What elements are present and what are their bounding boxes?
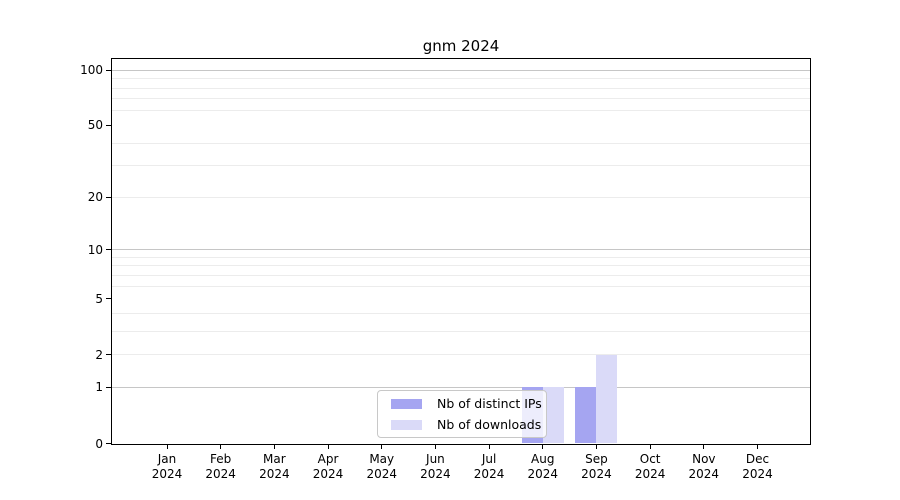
y-major-gridline xyxy=(112,69,810,71)
x-tick-mark xyxy=(381,444,383,449)
y-tick-label: 2 xyxy=(95,347,103,362)
x-tick-mark xyxy=(595,444,597,449)
y-minor-gridline xyxy=(112,78,810,80)
y-minor-gridline xyxy=(112,265,810,267)
bar-downloads-sep xyxy=(596,354,618,444)
x-tick-label: Apr 2024 xyxy=(312,452,344,481)
x-tick-mark xyxy=(488,444,490,449)
y-tick-mark xyxy=(106,354,112,356)
y-tick-mark xyxy=(106,298,112,300)
y-tick-mark xyxy=(106,386,112,388)
y-minor-gridline xyxy=(112,312,810,314)
x-tick-label: Jun 2024 xyxy=(420,452,451,481)
y-tick-mark xyxy=(106,69,112,71)
legend-swatch-distinct-ips xyxy=(391,398,422,409)
x-tick-mark xyxy=(649,444,651,449)
x-tick-mark xyxy=(434,444,436,449)
y-minor-gridline xyxy=(112,285,810,287)
y-tick-label: 20 xyxy=(87,190,103,205)
x-tick-label: Dec 2024 xyxy=(742,452,773,481)
chart-title: gnm 2024 xyxy=(422,37,500,55)
x-tick-label: Aug 2024 xyxy=(527,452,559,481)
bar-downloads-aug xyxy=(542,387,564,444)
y-major-gridline xyxy=(112,249,810,251)
x-tick-mark xyxy=(542,444,544,449)
legend-item-distinct-ips: Nb of distinct IPs xyxy=(391,396,546,412)
y-minor-gridline xyxy=(112,274,810,276)
x-tick-mark xyxy=(273,444,275,449)
y-minor-gridline xyxy=(112,110,810,112)
legend-label-downloads: Nb of downloads xyxy=(437,417,542,432)
x-tick-mark xyxy=(166,444,168,449)
y-tick-mark xyxy=(106,249,112,251)
legend-item-downloads: Nb of downloads xyxy=(391,417,546,433)
y-tick-label: 1 xyxy=(95,380,103,395)
y-minor-gridline xyxy=(112,87,810,89)
y-minor-gridline xyxy=(112,354,810,356)
x-tick-label: Feb 2024 xyxy=(205,452,236,481)
x-tick-label: Mar 2024 xyxy=(259,452,290,481)
y-major-gridline xyxy=(112,386,810,388)
bar-distinct-ips-sep xyxy=(575,387,597,444)
y-minor-gridline xyxy=(112,330,810,332)
y-tick-label: 50 xyxy=(87,118,103,133)
y-minor-gridline xyxy=(112,98,810,100)
x-tick-label: Jul 2024 xyxy=(473,452,505,481)
y-tick-label: 5 xyxy=(95,291,103,306)
x-tick-label: Oct 2024 xyxy=(634,452,666,481)
y-tick-mark xyxy=(106,443,112,444)
y-tick-label: 100 xyxy=(80,63,103,78)
y-tick-label: 0 xyxy=(95,436,103,451)
legend: Nb of distinct IPs Nb of downloads xyxy=(377,390,547,438)
y-tick-mark xyxy=(106,196,112,198)
x-tick-label: May 2024 xyxy=(366,452,397,481)
x-tick-mark xyxy=(703,444,705,449)
y-minor-gridline xyxy=(112,196,810,198)
legend-label-distinct-ips: Nb of distinct IPs xyxy=(437,396,542,411)
y-minor-gridline xyxy=(112,165,810,167)
y-tick-mark xyxy=(106,124,112,126)
y-minor-gridline xyxy=(112,142,810,144)
y-tick-label: 10 xyxy=(87,242,103,257)
y-minor-gridline xyxy=(112,256,810,258)
x-tick-label: Nov 2024 xyxy=(688,452,720,481)
x-tick-mark xyxy=(327,444,329,449)
x-tick-label: Sep 2024 xyxy=(581,452,612,481)
x-tick-mark xyxy=(757,444,758,449)
x-tick-label: Jan 2024 xyxy=(151,452,183,481)
legend-swatch-downloads xyxy=(391,419,422,430)
x-tick-mark xyxy=(220,444,222,449)
